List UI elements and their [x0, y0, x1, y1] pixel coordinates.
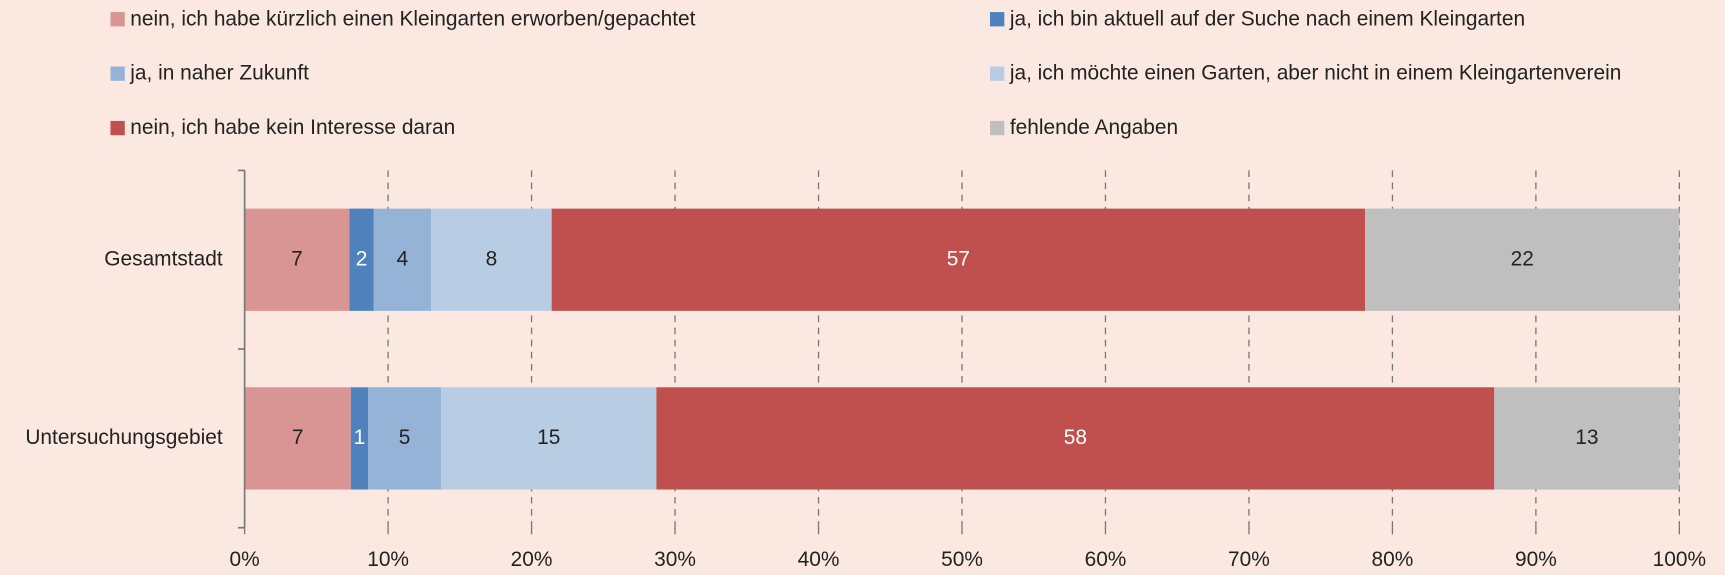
- value-label: 57: [947, 247, 970, 270]
- x-tick-label: 10%: [367, 548, 409, 571]
- legend-swatch: [110, 66, 125, 81]
- bar-segment: [656, 387, 1495, 490]
- legend-swatch: [110, 12, 125, 27]
- value-label: 7: [292, 426, 304, 449]
- x-tick-label: 50%: [941, 548, 983, 571]
- value-label: 5: [399, 426, 411, 449]
- legend-swatch: [990, 120, 1005, 136]
- legend-label: nein, ich habe kein Interesse daran: [130, 116, 455, 139]
- value-label: 7: [291, 247, 303, 270]
- bar-segment: [368, 387, 442, 490]
- bar-segment: [244, 208, 350, 311]
- x-tick-label: 60%: [1085, 548, 1127, 571]
- bar-segment: [431, 208, 552, 311]
- x-tick-label: 80%: [1372, 548, 1414, 571]
- value-label: 13: [1575, 426, 1598, 449]
- x-tick-label: 40%: [798, 548, 840, 571]
- value-label: 15: [537, 426, 560, 449]
- legend-swatch: [110, 120, 125, 136]
- legend-label: ja, ich möchte einen Garten, aber nicht …: [1009, 62, 1622, 85]
- legend-label: ja, in naher Zukunft: [129, 62, 309, 85]
- bar-segment: [1365, 208, 1680, 311]
- x-tick-label: 100%: [1653, 548, 1706, 571]
- value-label: 22: [1511, 247, 1534, 270]
- value-label: 1: [354, 426, 366, 449]
- value-label: 4: [397, 247, 409, 270]
- bar-segment: [1494, 387, 1680, 490]
- category-label: Gesamtstadt: [104, 247, 223, 270]
- x-tick-label: 30%: [654, 548, 696, 571]
- value-label: 58: [1064, 426, 1087, 449]
- legend-swatch: [990, 66, 1005, 81]
- bar-segment: [441, 387, 657, 490]
- x-tick-label: 70%: [1228, 548, 1270, 571]
- legend-label: fehlende Angaben: [1010, 116, 1178, 139]
- category-label: Untersuchungsgebiet: [25, 426, 222, 449]
- legend-label: nein, ich habe kürzlich einen Kleingarte…: [130, 7, 695, 30]
- legend-label: ja, ich bin aktuell auf der Suche nach e…: [1009, 7, 1525, 30]
- value-label: 8: [486, 247, 498, 270]
- x-tick-label: 20%: [511, 548, 553, 571]
- x-tick-label: 90%: [1515, 548, 1557, 571]
- bar-segment: [551, 208, 1366, 311]
- bar-segment: [373, 208, 432, 311]
- legend-swatch: [990, 12, 1005, 27]
- bar-segment: [349, 208, 374, 311]
- bar-segment: [350, 387, 369, 490]
- bar-segment: [244, 387, 351, 490]
- value-label: 2: [356, 247, 368, 270]
- x-tick-label: 0%: [230, 548, 260, 571]
